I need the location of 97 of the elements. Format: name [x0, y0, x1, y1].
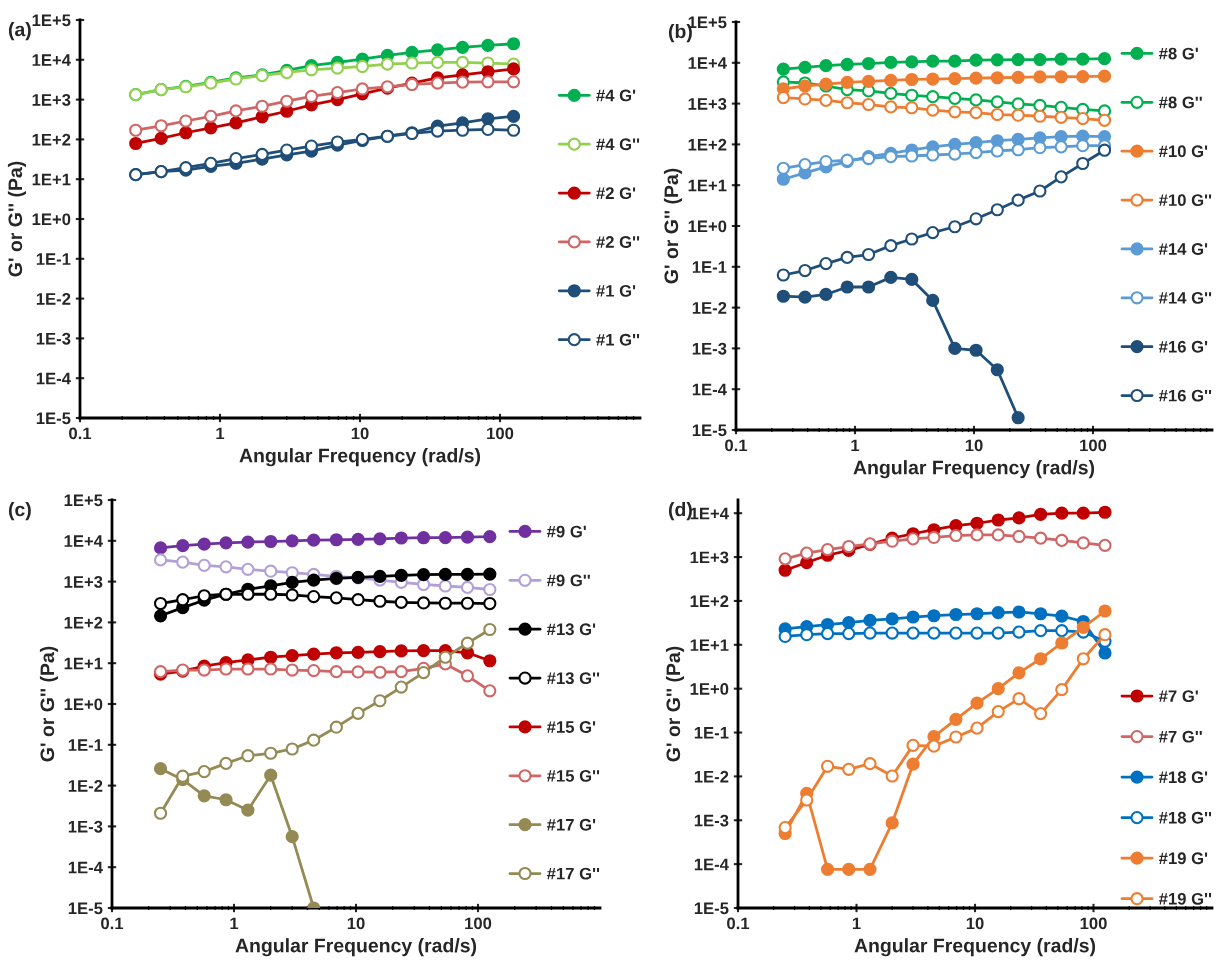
y-tick-label: 1E+4 [688, 57, 727, 69]
legend-label: #19 G' [1158, 852, 1208, 865]
x-tick-label: 100 [1080, 439, 1107, 452]
y-tick-label: 1E-2 [692, 302, 727, 314]
y-tick-label: 1E-5 [36, 412, 71, 425]
x-tick-label: 10 [966, 917, 984, 930]
x-tick-label: 10 [965, 439, 983, 452]
legend-label: #14 G' [1158, 243, 1208, 255]
y-tick-label: 1E+4 [32, 54, 71, 66]
chart-title: (c) [8, 502, 31, 521]
y-axis-title: G' or G'' (Pa) [39, 646, 59, 762]
y-tick-label: 1E-4 [694, 858, 729, 871]
x-tick-label: 1 [216, 427, 225, 440]
y-tick-label: 1E-1 [68, 739, 103, 751]
y-tick-label: 1E+5 [32, 14, 71, 27]
legend-label: #2 G' [596, 187, 636, 200]
y-tick-label: 1E+5 [64, 494, 103, 507]
x-tick-label: 1 [230, 917, 239, 930]
legend-label: #15 G'' [546, 769, 600, 782]
legend-label: #13 G'' [546, 672, 600, 685]
x-tick-label: 10 [351, 427, 369, 440]
y-tick-label: 1E-1 [36, 253, 71, 265]
y-tick-label: 1E+2 [64, 616, 103, 629]
legend-label: #16 G'' [1158, 389, 1212, 402]
y-tick-label: 1E-4 [36, 372, 71, 385]
y-tick-label: 1E+3 [688, 98, 727, 110]
y-tick-label: 1E-5 [692, 424, 727, 437]
legend-label: #18 G' [1158, 771, 1208, 784]
legend-label: #14 G'' [1158, 291, 1212, 304]
y-tick-label: 1E+3 [32, 94, 71, 106]
legend-label: #9 G' [546, 525, 586, 538]
y-tick-label: 1E+3 [690, 551, 729, 564]
legend-label: #7 G'' [1158, 730, 1202, 743]
legend-label: #4 G'' [596, 138, 640, 151]
x-axis-title: Angular Frequency (rad/s) [853, 460, 1095, 479]
x-tick-label: 100 [465, 917, 492, 930]
y-tick-label: 1E+2 [688, 138, 727, 151]
y-tick-label: 1E-3 [36, 332, 71, 345]
y-tick-label: 1E+3 [64, 576, 103, 588]
legend-label: #10 G' [1158, 145, 1208, 158]
x-tick-label: 0.1 [69, 427, 92, 440]
y-tick-label: 1E+1 [688, 179, 727, 192]
legend-label: #7 G' [1158, 690, 1198, 703]
legend-label: #17 G' [546, 818, 596, 831]
legend-label: #18 G'' [1158, 811, 1212, 824]
x-tick-label: 100 [487, 427, 514, 440]
x-tick-label: 1 [851, 439, 860, 452]
y-tick-label: 1E-4 [68, 861, 103, 874]
y-tick-label: 1E+4 [64, 535, 103, 547]
y-tick-label: 1E+1 [690, 639, 729, 651]
y-tick-label: 1E-1 [694, 727, 729, 739]
x-axis-title: Angular Frequency (rad/s) [854, 938, 1096, 957]
x-tick-label: 1 [852, 917, 861, 930]
y-tick-label: 1E+1 [64, 657, 103, 670]
y-tick-label: 1E+4 [690, 507, 729, 520]
x-tick-label: 0.1 [101, 917, 124, 930]
x-tick-label: 10 [347, 917, 365, 930]
x-axis-title: Angular Frequency (rad/s) [239, 448, 481, 467]
x-tick-label: 100 [1080, 917, 1107, 930]
x-axis-title: Angular Frequency (rad/s) [235, 938, 477, 957]
legend-label: #10 G'' [1158, 194, 1212, 207]
y-tick-label: 1E+1 [32, 173, 71, 186]
y-tick-label: 1E+2 [32, 133, 71, 146]
y-tick-label: 1E-2 [68, 780, 103, 792]
legend-label: #15 G' [546, 721, 596, 733]
chart-title: (d) [668, 502, 692, 521]
legend-label: #2 G'' [596, 236, 640, 248]
y-tick-label: 1E+0 [688, 220, 727, 233]
legend-label: #1 G'' [596, 333, 640, 346]
legend-label: #17 G'' [546, 867, 600, 880]
legend-label: #13 G' [546, 623, 596, 636]
legend-label: #9 G'' [546, 574, 590, 587]
y-tick-label: 1E-5 [694, 902, 729, 915]
y-tick-label: 1E+0 [32, 213, 71, 226]
y-tick-label: 1E-1 [692, 261, 727, 273]
y-axis-title: G' or G'' (Pa) [665, 646, 685, 762]
y-tick-label: 1E-3 [694, 814, 729, 827]
x-tick-label: 0.1 [725, 439, 748, 452]
y-tick-label: 1E-2 [694, 770, 729, 783]
y-tick-label: 1E-4 [692, 383, 727, 396]
legend-label: #19 G'' [1158, 892, 1212, 905]
legend-label: #1 G' [596, 284, 636, 297]
y-axis-title: G' or G'' (Pa) [7, 161, 27, 277]
legend-label: #8 G'' [1158, 96, 1202, 109]
y-axis-title: G' or G'' (Pa) [663, 168, 683, 284]
y-tick-label: 1E-3 [692, 342, 727, 355]
chart-title: (a) [8, 22, 31, 41]
y-tick-label: 1E-3 [68, 820, 103, 833]
y-tick-label: 1E+0 [64, 698, 103, 711]
y-tick-label: 1E+0 [690, 683, 729, 695]
legend-label: #4 G' [596, 89, 636, 102]
y-tick-label: 1E-2 [36, 293, 71, 305]
legend-label: #8 G' [1158, 47, 1198, 60]
legend-label: #16 G' [1158, 340, 1208, 353]
y-tick-label: 1E-5 [68, 902, 103, 915]
x-tick-label: 0.1 [727, 917, 750, 930]
y-tick-label: 1E+2 [690, 595, 729, 607]
